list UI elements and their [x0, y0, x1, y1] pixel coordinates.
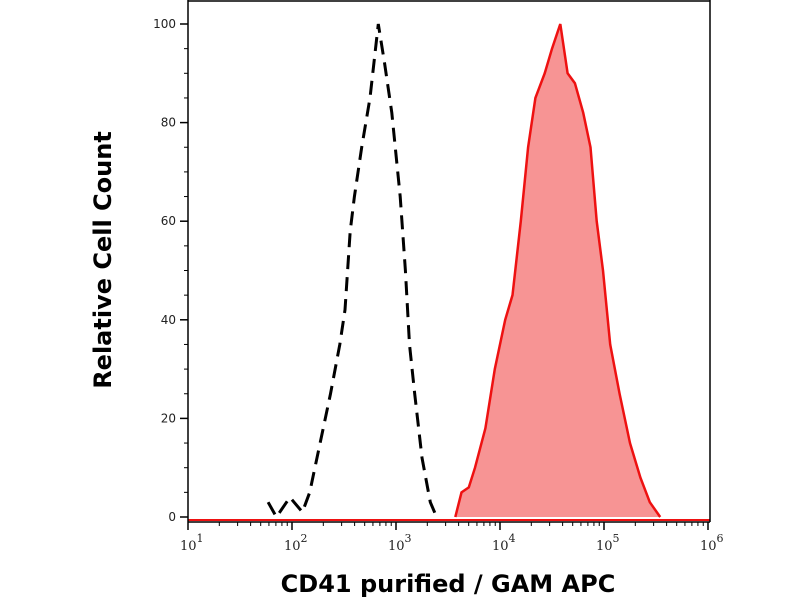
- x-tick-label: 105: [596, 532, 620, 554]
- x-tick-label: 104: [492, 532, 516, 554]
- x-tick-label: 106: [700, 532, 724, 554]
- x-tick-label: 103: [388, 532, 412, 554]
- y-tick-label: 0: [168, 510, 176, 524]
- y-tick-label: 80: [161, 116, 176, 130]
- y-tick-label: 60: [161, 214, 176, 228]
- stained-series-line: [454, 23, 662, 518]
- stained-series-fill: [455, 24, 661, 517]
- x-tick-label: 101: [180, 532, 204, 554]
- y-tick-label: 100: [153, 17, 176, 31]
- x-tick-label: 102: [284, 532, 308, 554]
- x-axis-title: CD41 purified / GAM APC: [281, 570, 616, 598]
- y-tick-label: 40: [161, 313, 176, 327]
- y-tick-label: 20: [161, 411, 176, 425]
- y-axis-title: Relative Cell Count: [89, 131, 117, 389]
- isotype-series-line: [266, 23, 438, 520]
